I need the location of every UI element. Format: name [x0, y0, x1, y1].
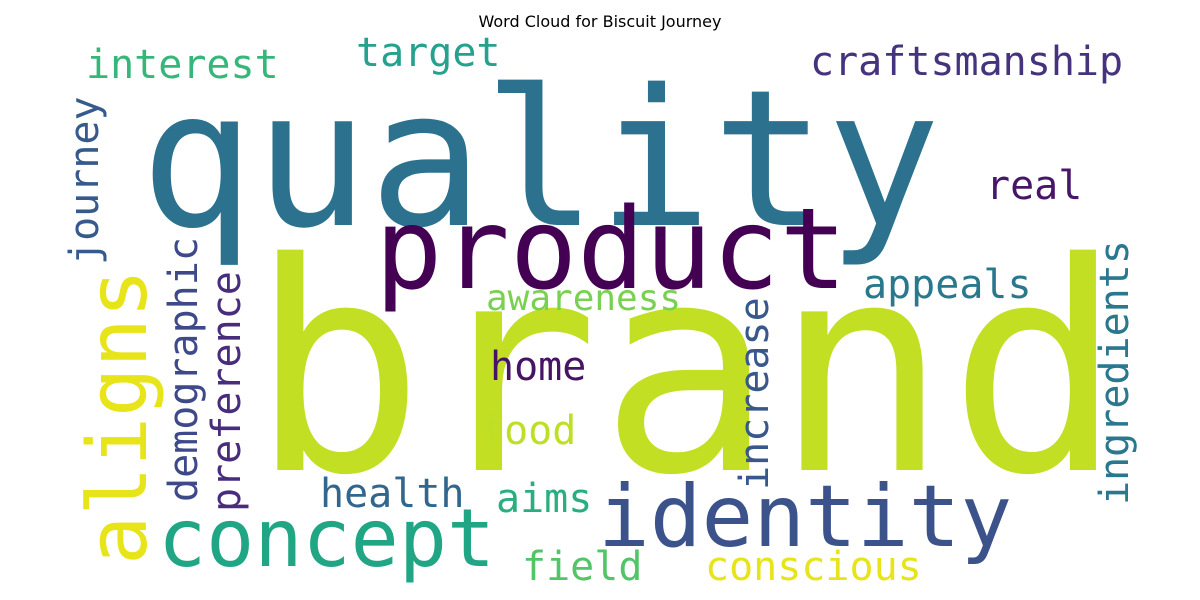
word-real: real: [986, 163, 1082, 209]
word-product: product: [375, 185, 847, 315]
word-appeals: appeals: [863, 262, 1032, 308]
word-food: food: [480, 408, 576, 454]
word-brand: brand: [250, 202, 1123, 539]
word-field: field: [522, 544, 642, 590]
word-interest: interest: [86, 42, 279, 88]
word-identity: identity: [598, 467, 1012, 567]
word-aligns: aligns: [71, 269, 166, 565]
word-concept: concept: [158, 492, 495, 585]
word-quality: quality: [140, 49, 941, 270]
word-conscious: conscious: [705, 544, 922, 590]
word-preference: preference: [204, 271, 250, 512]
word-craftsmanship: craftsmanship: [810, 39, 1123, 85]
word-ingredients: ingredients: [1092, 240, 1138, 505]
word-increase: increase: [732, 297, 778, 490]
word-journey: journey: [62, 96, 108, 265]
word-health: health: [320, 471, 465, 517]
word-home: home: [490, 344, 586, 390]
word-awareness: awareness: [486, 278, 681, 319]
word-target: target: [356, 30, 501, 76]
chart-title: Word Cloud for Biscuit Journey: [478, 12, 722, 31]
word-aims: aims: [496, 476, 592, 522]
word-demographic: demographic: [161, 237, 207, 502]
